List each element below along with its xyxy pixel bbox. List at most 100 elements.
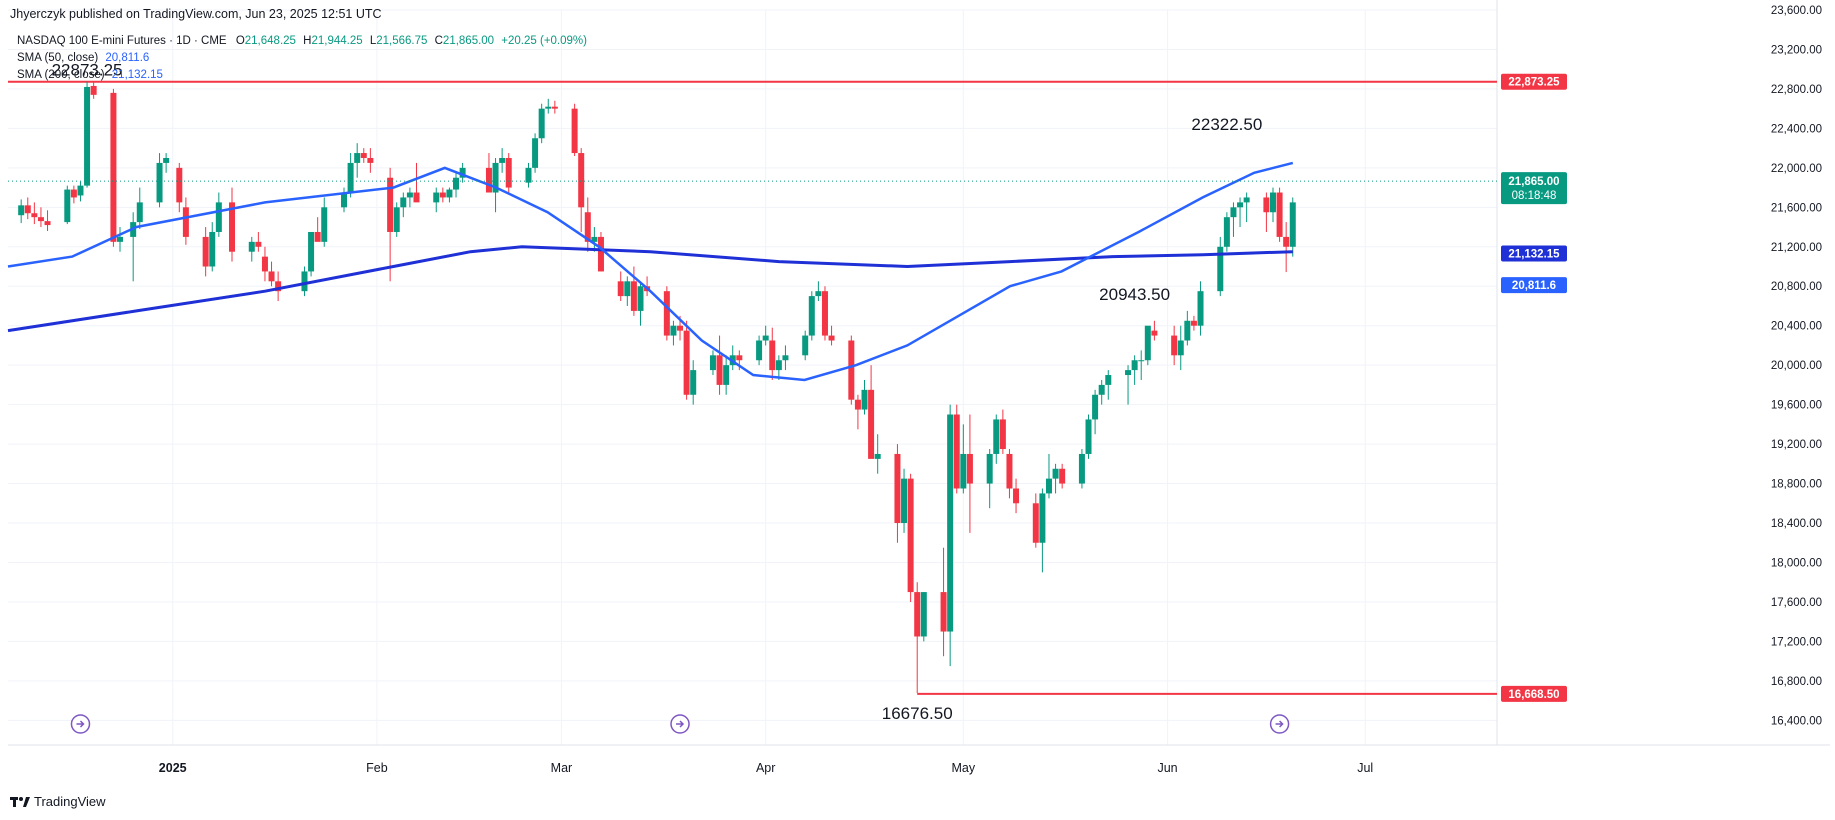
sma50-badge-label: 20,811.6 [1512, 280, 1556, 292]
horizontal-levels: 22,873.25 16,668.50 [8, 73, 1567, 702]
candle-down [854, 399, 861, 410]
time-axis[interactable]: 2025 Feb Mar Apr May Jun Jul [159, 761, 1373, 775]
candle-down [44, 221, 51, 226]
candle-down [966, 453, 973, 484]
sma50-row[interactable]: SMA (50, close) 20,811.6 [17, 50, 587, 67]
candle-up [64, 189, 71, 223]
candle-down [1283, 236, 1290, 247]
change-value: +20.25 (+0.09%) [501, 35, 587, 47]
candle-down [1006, 453, 1013, 489]
sma50-label: SMA (50, close) [17, 52, 99, 64]
candle-up [84, 86, 91, 186]
candle-up [406, 192, 413, 198]
sma200-row[interactable]: SMA (200, close) 21,132.15 [17, 67, 587, 84]
y-tick-label: 17,200.00 [1771, 636, 1822, 648]
low-label: L [369, 35, 377, 47]
sma200-badge-label: 21,132.15 [1508, 248, 1560, 260]
y-tick-label: 18,800.00 [1771, 479, 1822, 491]
candle-up [1243, 197, 1250, 203]
candle-up [920, 592, 927, 637]
candle-down [716, 355, 723, 385]
symbol-name[interactable]: NASDAQ 100 E-mini Futures · 1D · CME [17, 35, 227, 47]
sma50-badge [1501, 277, 1567, 294]
y-tick-label: 22,000.00 [1771, 163, 1822, 175]
sma200-line [7, 245, 1293, 333]
candle-down [736, 355, 743, 361]
publisher-line: Jhyerczyk published on TradingView.com, … [10, 7, 382, 21]
sma200-value: 21,132.15 [111, 69, 163, 81]
candle-down [914, 592, 921, 637]
low-value: 21,566.75 [376, 35, 428, 47]
candle-down [1171, 335, 1178, 356]
candle-up [1217, 246, 1224, 292]
candle-down [24, 205, 31, 214]
candle-down [176, 167, 183, 203]
candle-up [77, 185, 84, 196]
candle-down [999, 419, 1006, 450]
candle-up [117, 236, 124, 242]
candle-up [690, 370, 697, 395]
candle-down [551, 106, 558, 109]
candle-up [993, 419, 1000, 454]
candle-down [485, 167, 492, 193]
candle-up [1098, 384, 1105, 395]
event-marker-arrow [676, 720, 685, 728]
candle-down [868, 389, 875, 459]
candle-up [248, 241, 255, 252]
candle-down [261, 256, 268, 272]
candle-up [1223, 217, 1230, 247]
candle-down [367, 157, 374, 163]
candle-down [940, 592, 947, 632]
candle-up [1138, 360, 1145, 362]
candle-up [136, 202, 143, 223]
open-value: 21,648.25 [244, 35, 296, 47]
candle-up [453, 177, 460, 190]
candle-up [1269, 192, 1276, 213]
candle-up [947, 414, 954, 632]
candle-down [953, 414, 960, 489]
candle-down [255, 241, 262, 247]
x-tick-label: Mar [551, 761, 573, 775]
candle-up [1125, 370, 1132, 376]
y-tick-label: 21,200.00 [1771, 242, 1822, 254]
candle-up [525, 167, 532, 183]
candle-down [584, 212, 591, 242]
tradingview-logo-icon [10, 796, 30, 807]
candle-up [1289, 202, 1296, 247]
candle-up [446, 189, 453, 198]
y-tick-label: 22,800.00 [1771, 84, 1822, 96]
candle-up [209, 231, 216, 267]
candle-up [709, 355, 716, 371]
candle-down [229, 202, 236, 252]
y-tick-label: 17,600.00 [1771, 597, 1822, 609]
candle-up [756, 340, 763, 361]
candle-up [163, 157, 170, 163]
y-tick-label: 20,400.00 [1771, 321, 1822, 333]
candle-up [815, 291, 822, 297]
y-tick-label: 19,200.00 [1771, 439, 1822, 451]
candle-down [387, 177, 394, 232]
candle-down [70, 189, 77, 198]
tradingview-logo[interactable]: TradingView [10, 794, 106, 809]
candle-up [18, 205, 25, 216]
candle-down [828, 335, 835, 341]
candle-up [1230, 207, 1237, 218]
candlestick-series [18, 81, 1296, 694]
y-tick-label: 23,200.00 [1771, 44, 1822, 56]
candle-up [808, 296, 815, 336]
sma200-badge [1501, 245, 1567, 262]
event-markers [70, 714, 1290, 734]
open-label: O [235, 35, 245, 47]
price-axis[interactable]: 16,400.00 16,800.00 17,200.00 17,600.00 18,0… [1771, 5, 1822, 727]
annotation-label: 20943.50 [1099, 285, 1170, 304]
sma50-line [7, 161, 1294, 382]
candle-up [1197, 291, 1204, 326]
annotation-low: 16676.50 [882, 704, 953, 723]
candle-up [532, 138, 539, 168]
candle-down [360, 153, 367, 158]
candle-up [861, 389, 868, 410]
y-tick-label: 16,400.00 [1771, 715, 1822, 727]
candle-down [268, 271, 275, 282]
price-annotations: 21,865.00 08:18:48 21,132.15 20,811.6 22873.… [8, 61, 1567, 723]
